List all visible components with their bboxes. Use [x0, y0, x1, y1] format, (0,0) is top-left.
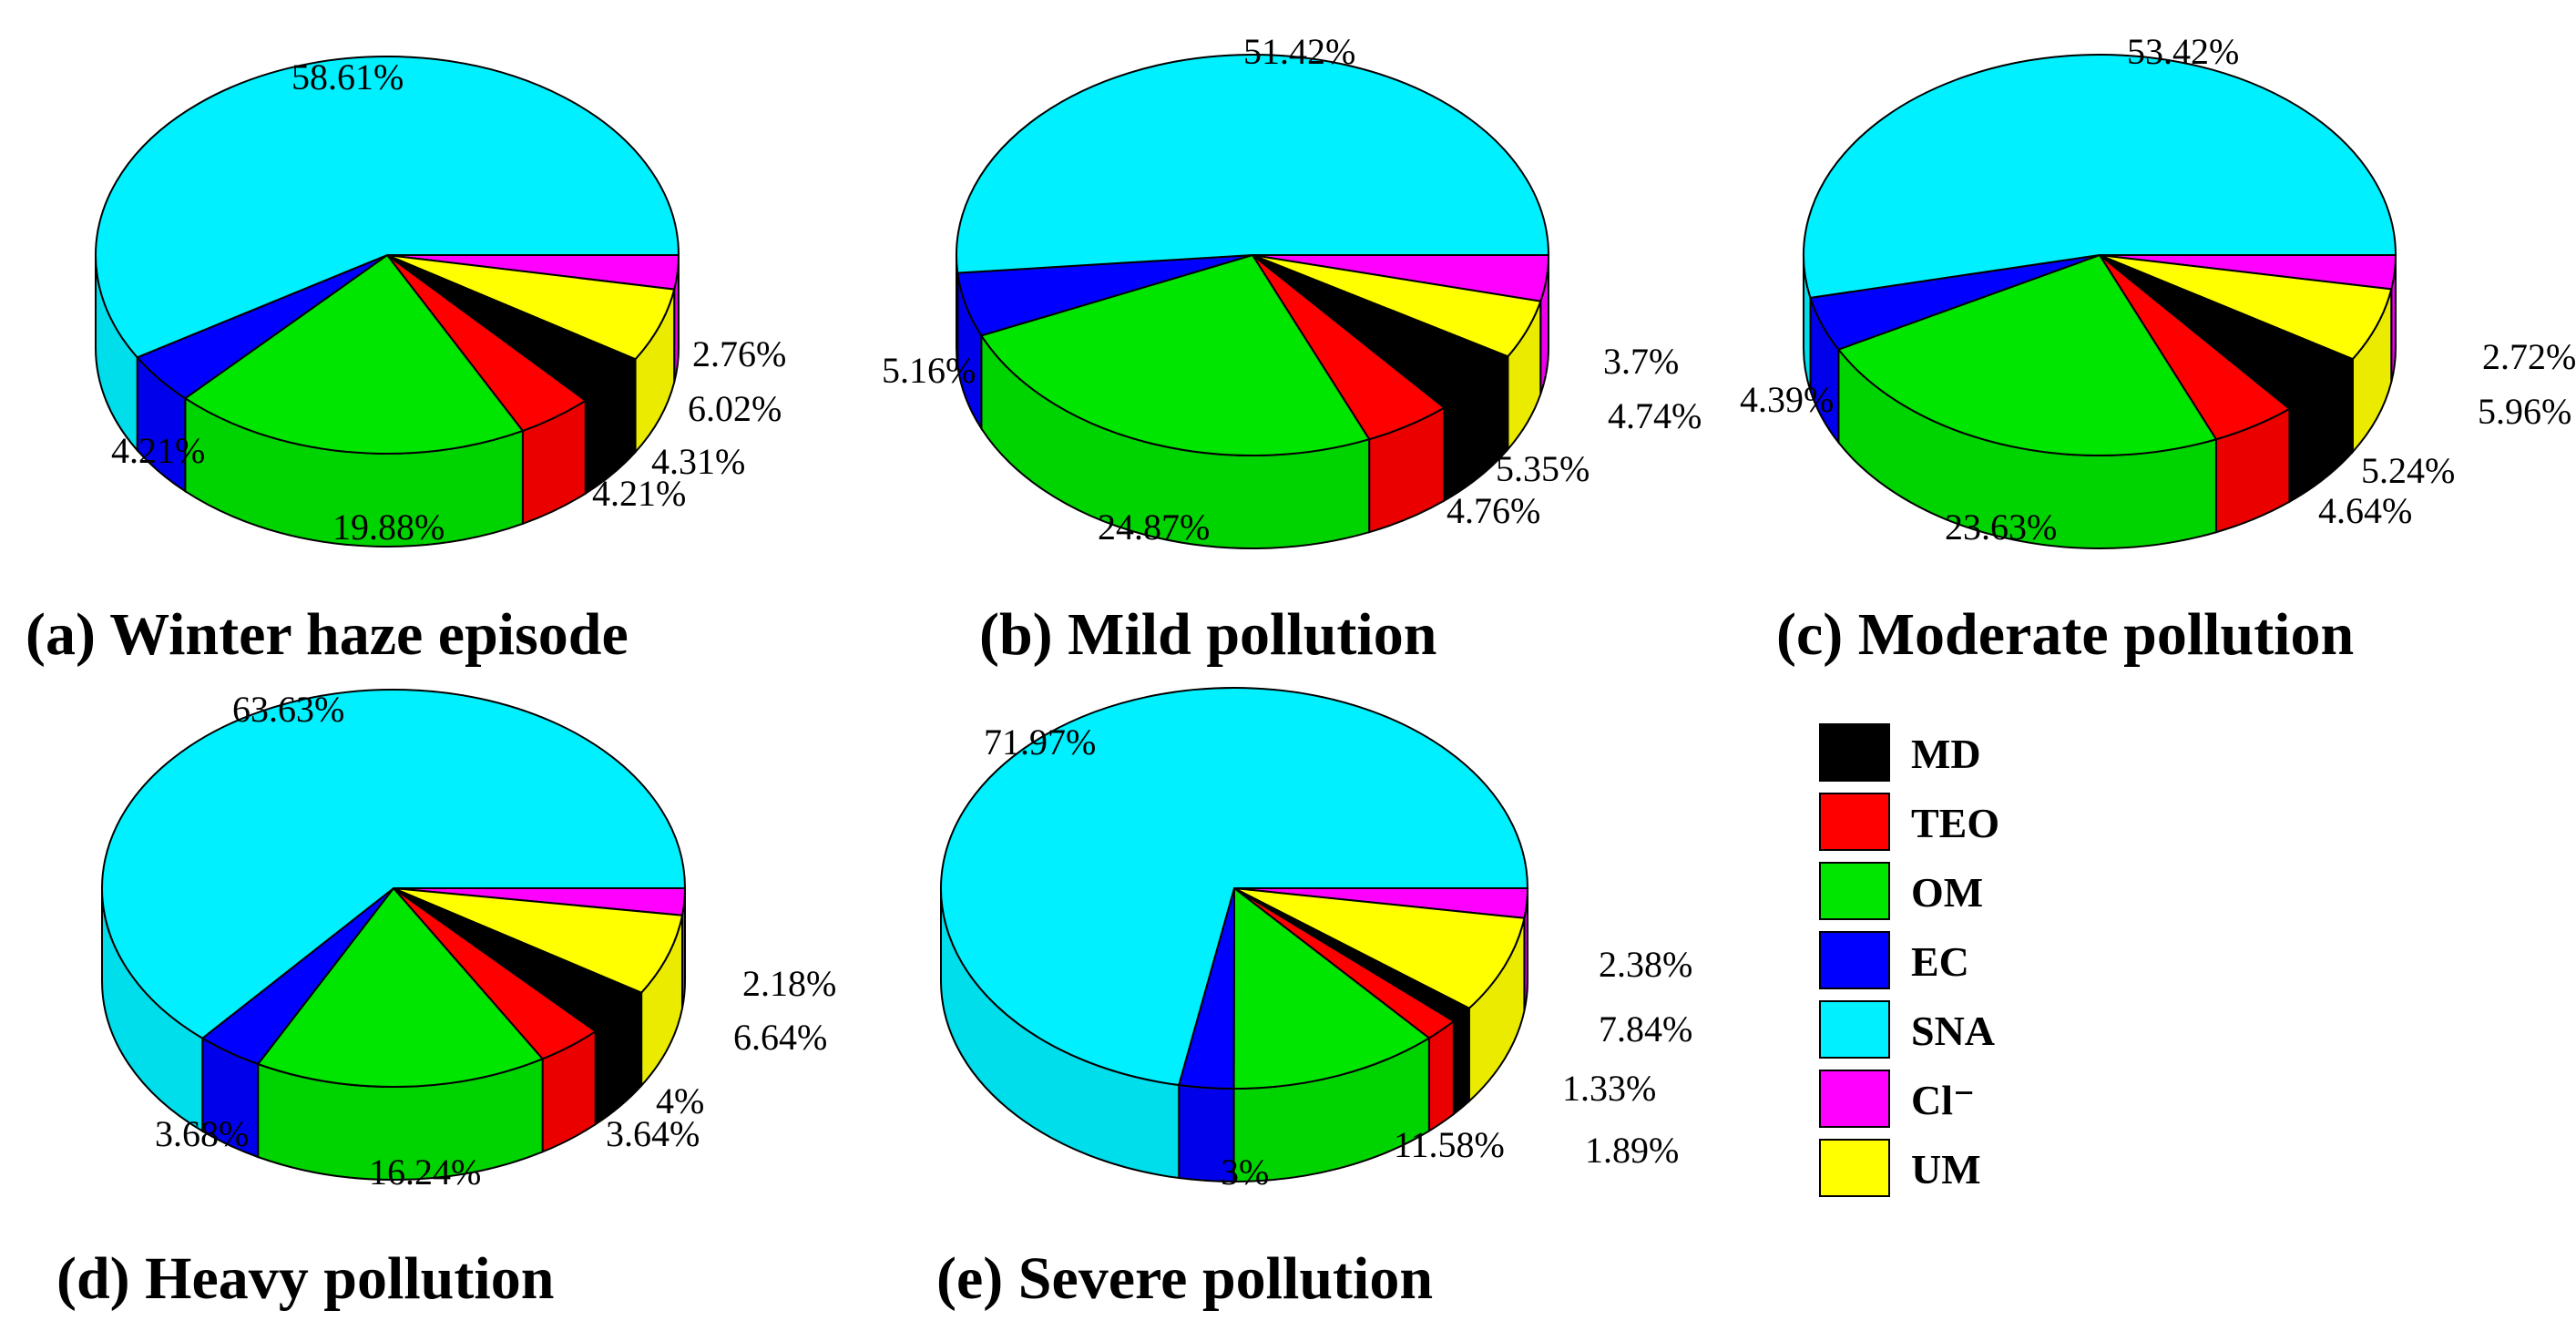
slice-label-ec: 3% — [1221, 1152, 1269, 1193]
slice-label-cl: 3.7% — [1603, 341, 1679, 382]
panel-title: (b) Mild pollution — [979, 601, 1436, 668]
pie-side — [101, 887, 686, 1181]
legend-item-om: OM — [1819, 862, 1983, 920]
slice-label-sna: 53.42% — [2127, 31, 2239, 72]
pie-slice-sna — [940, 686, 1529, 1087]
slice-label-md: 5.24% — [2361, 450, 2455, 491]
slice-label-cl: 2.38% — [1599, 944, 1692, 985]
panel-title: (c) Moderate pollution — [1776, 601, 2354, 668]
slice-label-teo: 3.64% — [606, 1113, 700, 1154]
legend-swatch — [1819, 793, 1890, 851]
pie-slice-um — [393, 887, 684, 994]
legend-item-um: UM — [1819, 1139, 1981, 1197]
pie-slice-um — [386, 254, 676, 361]
panel-title: (a) Winter haze episode — [26, 601, 629, 668]
legend-label: TEO — [1911, 800, 1999, 846]
pie-chart: 71.97% 3% 11.58% 1.89% 1.33% 7.84% 2.38% (e) Se… — [936, 686, 1692, 1312]
pie-slice-om — [1232, 885, 1431, 1090]
slice-label-md: 4% — [656, 1080, 704, 1121]
panel-title: (e) Severe pollution — [936, 1245, 1433, 1312]
panel-title: (d) Heavy pollution — [56, 1245, 554, 1312]
legend-item-cl: Cl⁻ — [1819, 1070, 1975, 1128]
pie-slice-sna — [95, 56, 680, 359]
pie-slice-om — [1836, 253, 2218, 457]
legend-item-teo: TEO — [1819, 793, 1999, 851]
slice-label-om: 24.87% — [1098, 507, 1210, 548]
pie-slice-sna — [1803, 54, 2397, 300]
pie-chart: 58.61%4.21%19.88%4.21%4.31%6.02%2.76%(a)… — [26, 56, 786, 668]
pie-side — [940, 887, 1529, 1183]
pie-side-teo — [1427, 1019, 1455, 1133]
legend-item-md: MD — [1819, 723, 1981, 782]
legend-label: MD — [1911, 731, 1981, 777]
slice-label-ec: 3.68% — [155, 1113, 249, 1154]
pie-side — [1803, 254, 2397, 550]
legend-item-sna: SNA — [1819, 1000, 1995, 1059]
legend-swatch — [1819, 1070, 1890, 1128]
pie-chart: 53.42% 4.39% 23.63% 4.64%5.24% 5.96% 2.72% (c)… — [1740, 31, 2576, 668]
slice-label-cl: 2.18% — [742, 963, 836, 1004]
slice-label-teo: 1.89% — [1585, 1130, 1679, 1171]
legend: MD TEO OM EC SNA Cl⁻ UM — [1790, 713, 2063, 1231]
pie-slice-um — [1233, 887, 1526, 1009]
slice-label-om: 19.88% — [332, 507, 445, 548]
slice-label-sna: 71.97% — [984, 722, 1096, 763]
slice-label-sna: 63.63% — [232, 689, 344, 730]
slice-label-om: 11.58% — [1394, 1124, 1505, 1165]
legend-label: SNA — [1911, 1008, 1995, 1054]
slice-label-ec: 4.21% — [111, 430, 205, 471]
legend-label: Cl⁻ — [1911, 1077, 1975, 1123]
slice-label-um: 7.84% — [1599, 1008, 1692, 1049]
legend-swatch — [1819, 723, 1890, 782]
pie-charts: 58.61%4.21%19.88%4.21%4.31%6.02%2.76%(a)… — [26, 31, 2576, 1312]
slice-label-teo: 4.21% — [592, 473, 686, 514]
pie-chart: 63.63% 3.68% 16.24% 3.64%4% 6.64% 2.18% (d) He… — [56, 689, 836, 1312]
slice-label-cl: 2.72% — [2482, 336, 2576, 377]
pie-side-md — [1452, 1006, 1470, 1117]
legend-swatch — [1819, 862, 1890, 920]
slice-label-md: 1.33% — [1562, 1068, 1656, 1109]
legend-label: EC — [1911, 938, 1969, 985]
slice-label-sna: 51.42% — [1243, 31, 1355, 72]
legend-swatch — [1819, 1139, 1890, 1197]
slice-label-om: 23.63% — [1945, 507, 2057, 548]
pie-slice-um — [2099, 254, 2393, 361]
legend-item-ec: EC — [1819, 931, 1969, 989]
slice-label-om: 16.24% — [369, 1152, 481, 1193]
legend-label: UM — [1911, 1146, 1981, 1193]
slice-label-ec: 5.16% — [882, 350, 976, 391]
slice-label-um: 4.74% — [1608, 395, 1702, 436]
pie-slice-om — [183, 253, 525, 455]
slice-label-md: 4.31% — [651, 441, 745, 482]
legend-swatch — [1819, 1000, 1890, 1059]
pie-slice-sna — [101, 689, 687, 1039]
slice-label-um: 6.64% — [733, 1017, 827, 1058]
slice-label-um: 6.02% — [688, 388, 782, 429]
pie-slice-sna — [956, 54, 1550, 274]
slice-label-md: 5.35% — [1496, 448, 1590, 489]
slice-label-cl: 2.76% — [692, 333, 786, 374]
pie-slice-om — [979, 253, 1371, 456]
slice-label-teo: 4.64% — [2318, 490, 2412, 531]
pie-slice-om — [256, 886, 545, 1088]
legend-swatch — [1819, 931, 1890, 989]
slice-label-ec: 4.39% — [1740, 379, 1834, 420]
pie-chart: 51.42% 5.16% 24.87% 4.76%5.35% 4.74% 3.7% (b) … — [882, 31, 1702, 668]
slice-label-sna: 58.61% — [291, 56, 404, 97]
legend-label: OM — [1911, 869, 1983, 916]
slice-label-um: 5.96% — [2478, 391, 2571, 432]
slice-label-teo: 4.76% — [1446, 490, 1540, 531]
